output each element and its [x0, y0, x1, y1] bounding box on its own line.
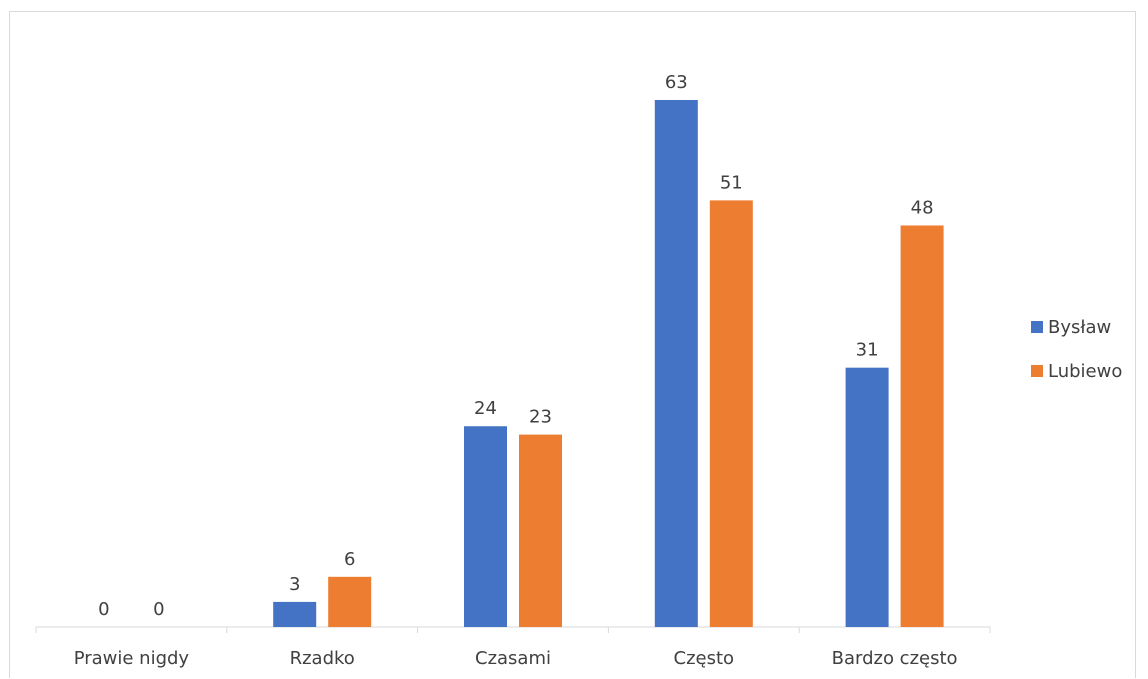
data-label: 0 — [153, 599, 164, 620]
data-label: 31 — [856, 340, 879, 361]
x-tick-label: Prawie nigdy — [74, 648, 190, 669]
bar-lubiewo-1 — [328, 576, 372, 627]
x-tick-label: Rzadko — [290, 648, 355, 669]
chart-frame — [9, 11, 1136, 678]
bar-bysław-3 — [654, 100, 698, 627]
data-label: 24 — [474, 398, 497, 419]
x-tick-label: Bardzo często — [832, 648, 958, 669]
data-label: 6 — [344, 549, 355, 570]
legend-label: Bysław — [1048, 317, 1111, 338]
data-label: 0 — [98, 599, 109, 620]
bar-bysław-1 — [273, 601, 317, 627]
data-label: 3 — [289, 574, 300, 595]
data-label: 48 — [911, 197, 934, 218]
legend-swatch — [1031, 321, 1043, 333]
bar-bysław-4 — [845, 367, 889, 627]
bar-bysław-2 — [464, 426, 507, 627]
bar-lubiewo-4 — [900, 225, 944, 627]
data-label: 51 — [720, 172, 743, 193]
legend-label: Lubiewo — [1048, 361, 1122, 382]
bar-lubiewo-3 — [709, 200, 753, 627]
data-label: 23 — [529, 407, 552, 428]
legend-swatch — [1031, 365, 1043, 377]
bar-lubiewo-2 — [519, 434, 562, 627]
x-tick-label: Często — [674, 648, 735, 669]
data-label: 63 — [665, 72, 688, 93]
x-tick-label: Czasami — [475, 648, 551, 669]
